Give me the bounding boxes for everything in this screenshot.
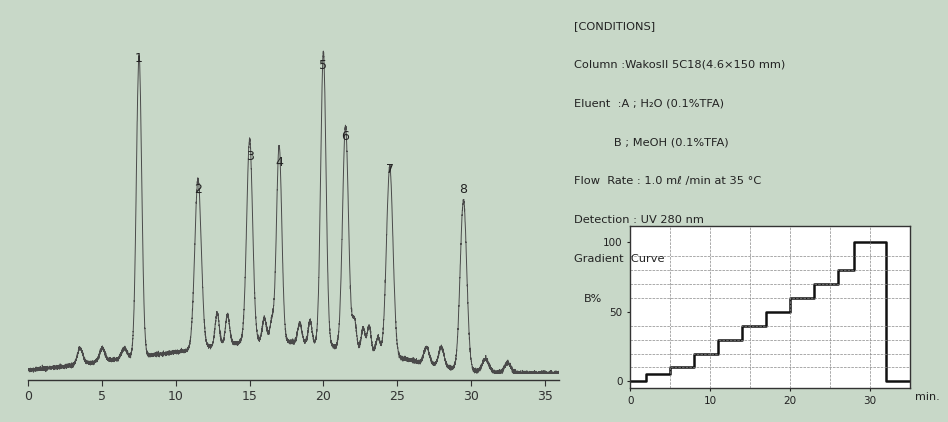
Text: Gradient  Curve: Gradient Curve — [574, 254, 664, 264]
Text: Detection : UV 280 nm: Detection : UV 280 nm — [574, 215, 703, 225]
Text: 5: 5 — [319, 59, 327, 72]
Text: Column :WakosII 5C18(4.6×150 mm): Column :WakosII 5C18(4.6×150 mm) — [574, 60, 785, 70]
Text: 4: 4 — [275, 157, 283, 170]
Text: 3: 3 — [246, 150, 253, 163]
Text: 1: 1 — [136, 52, 143, 65]
Text: 6: 6 — [341, 130, 350, 143]
Text: 7: 7 — [386, 163, 393, 176]
Text: B%: B% — [584, 294, 602, 304]
Text: 2: 2 — [194, 183, 202, 195]
Text: B ; MeOH (0.1%TFA): B ; MeOH (0.1%TFA) — [574, 138, 728, 148]
Text: Eluent  :A ; H₂O (0.1%TFA): Eluent :A ; H₂O (0.1%TFA) — [574, 99, 723, 109]
Text: Flow  Rate : 1.0 mℓ /min at 35 °C: Flow Rate : 1.0 mℓ /min at 35 °C — [574, 176, 761, 187]
Text: min.: min. — [915, 392, 939, 402]
Text: 8: 8 — [460, 183, 467, 195]
Text: [CONDITIONS]: [CONDITIONS] — [574, 21, 655, 31]
